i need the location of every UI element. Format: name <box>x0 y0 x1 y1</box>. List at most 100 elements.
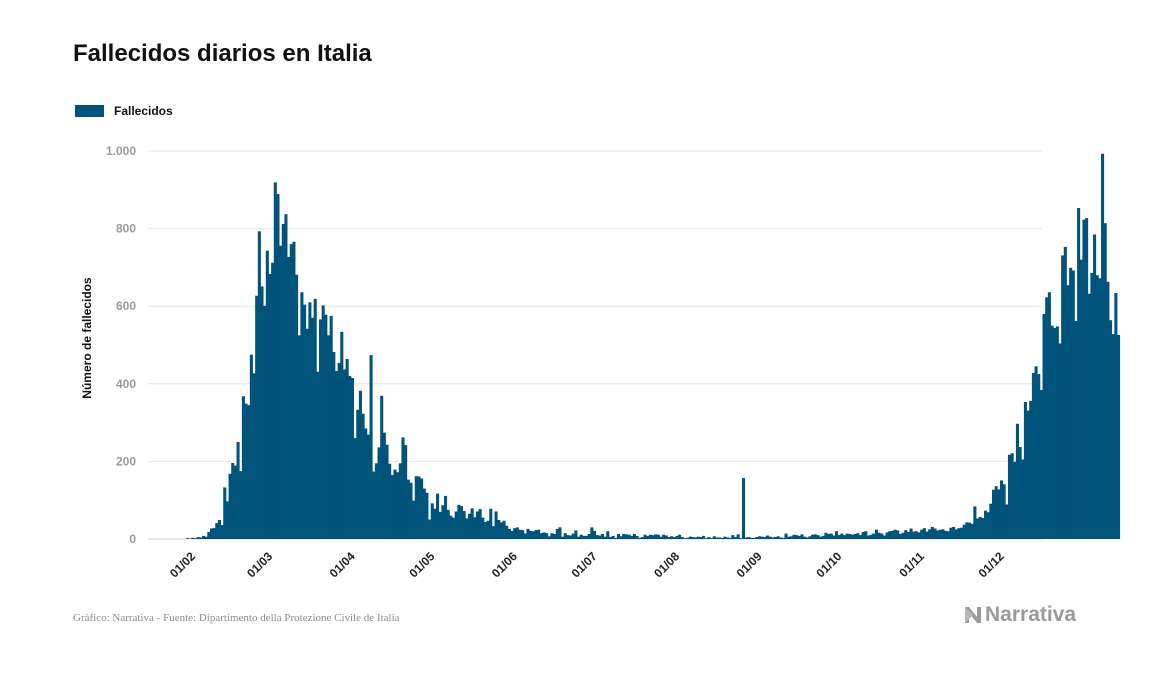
bar <box>1069 267 1073 539</box>
bar <box>901 532 905 539</box>
bar <box>377 447 381 539</box>
bar <box>366 434 370 539</box>
brand-name: Narrativa <box>985 603 1077 626</box>
legend-swatch <box>75 105 104 117</box>
bar <box>462 511 466 539</box>
bar <box>393 469 397 539</box>
bar <box>643 534 647 539</box>
bar <box>265 250 269 539</box>
bar <box>385 444 389 539</box>
bar <box>619 536 623 539</box>
bar <box>374 463 378 539</box>
bar <box>627 534 631 539</box>
x-tick-label: 01/07 <box>569 549 600 580</box>
bar <box>313 298 317 539</box>
bar <box>209 528 213 539</box>
bar <box>710 538 714 539</box>
bar <box>829 533 833 539</box>
bar <box>257 231 261 539</box>
bar <box>635 535 639 539</box>
bar <box>1085 218 1089 539</box>
bar <box>630 535 634 539</box>
bar <box>561 536 565 539</box>
bar <box>757 536 761 539</box>
bar <box>390 474 394 539</box>
bar <box>792 534 796 539</box>
bar <box>279 245 283 540</box>
bar <box>513 528 517 539</box>
bar <box>773 537 777 539</box>
bar <box>970 523 974 539</box>
bar <box>303 304 307 539</box>
bar <box>571 533 575 539</box>
bar <box>845 533 849 539</box>
bar <box>654 534 658 539</box>
narrativa-logo-icon <box>965 607 981 623</box>
bar <box>800 534 804 539</box>
bar <box>1074 320 1078 539</box>
x-axis-ticks: 01/02 01/03 01/04 01/05 01/06 01/07 01/08 01/09… <box>167 549 1007 580</box>
bar <box>334 371 339 539</box>
bar <box>848 533 852 539</box>
bar <box>715 537 719 539</box>
bar <box>489 508 493 539</box>
bar <box>454 511 458 539</box>
bar <box>728 537 732 539</box>
bar <box>864 531 868 539</box>
bar <box>547 536 551 539</box>
bar <box>1031 372 1035 539</box>
bar <box>247 405 251 539</box>
bar <box>824 532 828 539</box>
bar <box>965 522 969 539</box>
bar <box>872 533 876 539</box>
bar <box>457 504 461 539</box>
bar <box>436 493 440 539</box>
bar <box>579 534 583 539</box>
bar <box>912 531 916 539</box>
bar <box>438 511 442 539</box>
bar <box>986 512 990 539</box>
bar <box>592 530 597 539</box>
bar <box>273 182 277 539</box>
bar <box>672 537 676 539</box>
bar <box>736 534 740 539</box>
bar <box>731 535 735 539</box>
bar <box>467 513 472 539</box>
bar <box>1034 366 1038 539</box>
bar <box>768 536 772 539</box>
bar <box>255 295 259 539</box>
bar <box>632 533 636 539</box>
bar <box>999 480 1004 539</box>
y-axis-ticks: 0 200 400 600 800 1.000 <box>106 144 136 546</box>
bar <box>545 533 549 539</box>
bar <box>449 515 453 539</box>
bar <box>755 537 759 539</box>
bar <box>555 528 559 539</box>
bar <box>263 305 267 539</box>
bar <box>893 529 897 539</box>
bar <box>412 500 416 539</box>
bar <box>771 537 775 539</box>
bar <box>779 537 783 539</box>
y-tick-label: 200 <box>116 454 136 468</box>
x-tick-label: 01/05 <box>406 549 437 580</box>
bar <box>1117 334 1121 539</box>
bar <box>840 533 844 539</box>
bar <box>874 529 878 539</box>
bar <box>1010 453 1014 539</box>
bar <box>928 529 932 539</box>
bar <box>350 377 354 539</box>
bar <box>398 463 402 539</box>
bar <box>1093 234 1097 540</box>
bar <box>420 478 424 539</box>
bar <box>433 508 437 539</box>
bar <box>1029 400 1033 539</box>
bar <box>694 537 698 539</box>
bar <box>1007 454 1011 539</box>
bar <box>542 532 546 539</box>
bar <box>997 489 1001 539</box>
bar <box>348 376 352 539</box>
y-tick-label: 400 <box>116 377 136 391</box>
bar <box>1045 297 1049 539</box>
bar <box>813 534 817 539</box>
